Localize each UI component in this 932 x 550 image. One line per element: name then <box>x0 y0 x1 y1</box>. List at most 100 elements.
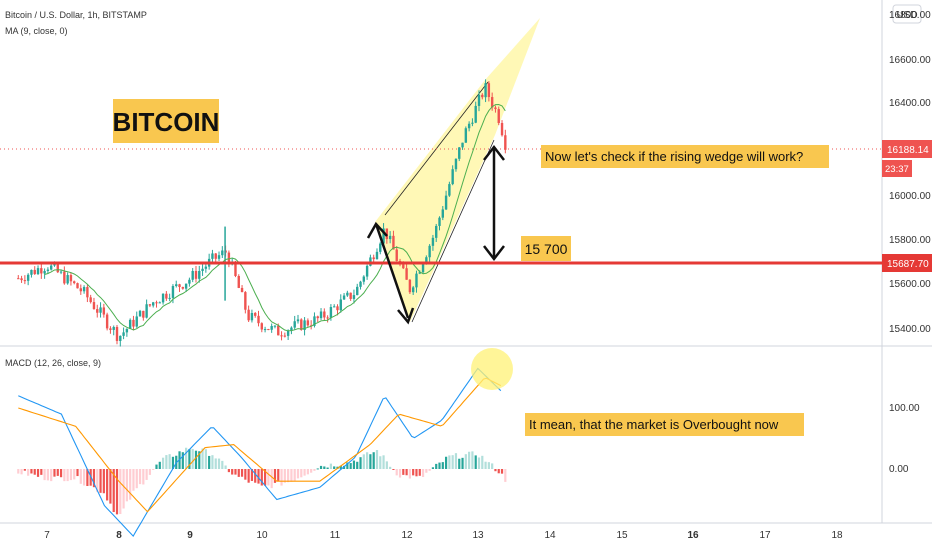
macd-histogram-bar <box>217 458 221 469</box>
candle <box>96 309 99 313</box>
current-price-value: 16188.14 <box>887 145 929 156</box>
candle <box>115 327 119 341</box>
price-tick: 16600.00 <box>889 55 931 66</box>
candle <box>349 292 352 299</box>
candle <box>82 287 86 292</box>
macd-histogram-bar <box>260 469 263 486</box>
macd-histogram-bar <box>155 464 158 469</box>
macd-histogram-bar <box>431 467 435 469</box>
candle <box>145 304 148 318</box>
macd-histogram-bar <box>359 457 362 469</box>
macd-histogram-bar <box>224 465 227 469</box>
candle <box>148 304 152 306</box>
time-tick: 10 <box>256 530 268 541</box>
macd-histogram-bar <box>30 469 33 474</box>
wedge-question: Now let's check if the rising wedge will… <box>545 149 803 164</box>
macd-histogram-bar <box>326 467 329 469</box>
macd-histogram-bar <box>99 469 102 493</box>
candle <box>382 228 385 244</box>
macd-histogram-bar <box>214 458 217 469</box>
candle <box>500 122 504 136</box>
price-tick: 15600.00 <box>889 279 931 290</box>
candle <box>395 249 398 261</box>
currency-button[interactable] <box>892 4 922 24</box>
candle <box>461 142 464 148</box>
macd-histogram-bar <box>375 450 379 469</box>
macd-histogram-bar <box>287 469 290 483</box>
macd-histogram-bar <box>471 451 474 469</box>
time-tick: 16 <box>687 530 699 541</box>
candle <box>418 272 421 274</box>
macd-histogram-bar <box>122 469 125 509</box>
candle <box>415 273 418 288</box>
macd-histogram-bar <box>319 465 323 469</box>
candle <box>333 306 336 308</box>
macd-histogram-bar <box>240 469 244 477</box>
candle <box>17 278 20 280</box>
macd-histogram-bar <box>158 461 161 469</box>
time-tick: 8 <box>116 530 122 541</box>
candle <box>372 257 375 260</box>
macd-histogram-bar <box>36 469 40 477</box>
swing-arrow-shaft <box>374 223 410 319</box>
price-axis[interactable]: 16800.00 16600.00 16400.00 16000.00 1580… <box>889 10 931 335</box>
candle <box>105 314 109 329</box>
macd-histogram-bar <box>188 449 191 469</box>
candle <box>69 275 73 282</box>
price-tick: 16800.00 <box>889 10 931 21</box>
macd-histogram-bar <box>280 469 283 486</box>
candle <box>504 135 507 150</box>
ma-legend[interactable]: MA (9, close, 0) <box>5 26 68 36</box>
macd-histogram-bar <box>372 452 375 469</box>
macd-histogram-bar <box>96 469 99 492</box>
candle <box>194 270 198 279</box>
macd-line <box>18 367 502 538</box>
macd-histogram-bar <box>349 463 352 469</box>
macd-indicator <box>17 367 507 538</box>
candle <box>165 293 168 299</box>
macd-histogram-bar <box>79 469 82 484</box>
candle <box>388 235 392 240</box>
candle <box>323 311 326 318</box>
macd-histogram-bar <box>211 455 214 469</box>
macd-histogram-bar <box>428 469 431 471</box>
candle <box>59 271 63 273</box>
candle <box>168 297 171 299</box>
macd-histogram-bar <box>66 469 69 482</box>
macd-histogram-bar <box>273 469 277 483</box>
candle <box>319 311 323 319</box>
symbol-title[interactable]: Bitcoin / U.S. Dollar, 1h, BITSTAMP <box>5 10 147 20</box>
macd-histogram-bar <box>267 469 270 486</box>
macd-histogram-bar <box>50 469 53 482</box>
macd-histogram-bar <box>461 457 464 469</box>
target-arrow <box>483 144 505 262</box>
countdown-tag <box>882 160 912 177</box>
macd-histogram-bar <box>142 469 145 485</box>
macd-histogram-bar <box>82 469 86 486</box>
candle <box>161 293 165 303</box>
macd-histogram-bar <box>339 465 342 469</box>
candle <box>23 280 27 282</box>
candle <box>346 292 349 296</box>
currency-label: USD <box>896 10 917 21</box>
candle <box>99 307 102 313</box>
candle <box>128 319 132 329</box>
macd-axis[interactable]: 100.00 0.00 <box>889 403 920 475</box>
candle <box>204 266 208 269</box>
candle <box>313 316 316 326</box>
candle <box>408 279 412 293</box>
candle <box>181 287 185 289</box>
candle <box>467 123 471 129</box>
candle <box>290 327 293 331</box>
candle <box>431 237 435 246</box>
macd-legend[interactable]: MACD (12, 26, close, 9) <box>5 358 101 368</box>
candle <box>53 263 56 266</box>
candle <box>86 287 89 298</box>
candle <box>240 287 244 293</box>
time-tick: 11 <box>330 530 341 541</box>
candle <box>471 122 474 124</box>
macd-histogram-bar <box>379 456 382 469</box>
candle <box>342 295 346 300</box>
time-axis[interactable]: 7 8 9 10 11 12 13 14 15 16 17 18 <box>44 530 843 541</box>
